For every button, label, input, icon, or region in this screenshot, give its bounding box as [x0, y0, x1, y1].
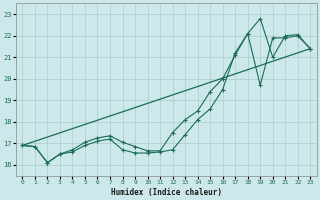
- X-axis label: Humidex (Indice chaleur): Humidex (Indice chaleur): [111, 188, 222, 197]
